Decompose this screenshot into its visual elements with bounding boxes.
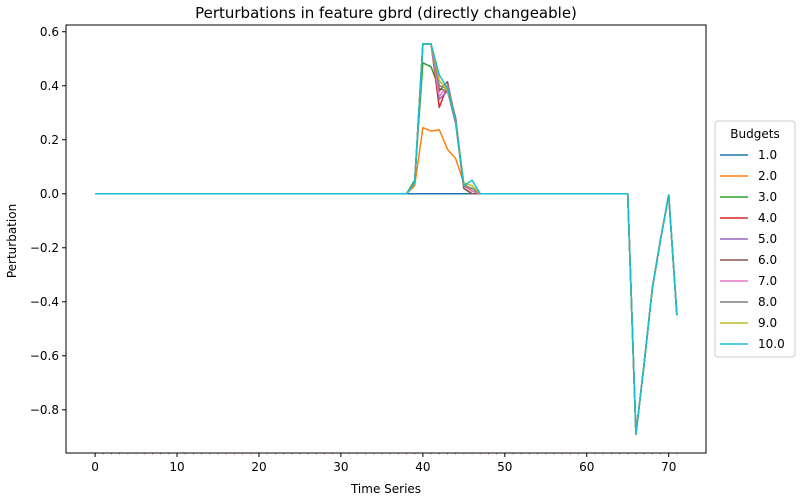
legend-title: Budgets: [730, 127, 779, 141]
x-tick-label: 70: [661, 460, 676, 474]
y-tick-label: −0.4: [30, 295, 59, 309]
series-layer: [95, 43, 678, 435]
x-tick-label: 50: [497, 460, 512, 474]
plot-frame: [65, 24, 707, 454]
x-tick-label: 60: [579, 460, 594, 474]
y-tick-label: 0.6: [40, 25, 59, 39]
legend-label: 6.0: [758, 253, 777, 267]
legend-label: 3.0: [758, 190, 777, 204]
x-tick-label: 30: [333, 460, 348, 474]
legend-label: 9.0: [758, 316, 777, 330]
y-tick-label: −0.6: [30, 349, 59, 363]
x-tick-label: 20: [251, 460, 266, 474]
chart-title: Perturbations in feature gbrd (directly …: [195, 4, 577, 22]
series-line-10.0: [95, 43, 678, 435]
legend-label: 7.0: [758, 274, 777, 288]
legend-box: [714, 120, 796, 358]
legend-label: 1.0: [758, 148, 777, 162]
legend-label: 10.0: [758, 337, 785, 351]
legend-label: 4.0: [758, 211, 777, 225]
legend-label: 8.0: [758, 295, 777, 309]
legend: Budgets 1.0 2.0 3.0 4.0 5.0 6.0 7.0 8.0 9.0 10.0: [714, 120, 796, 358]
x-tick-label: 10: [169, 460, 184, 474]
y-axis-label: Perturbation: [5, 204, 19, 278]
x-tick-label: 0: [91, 460, 99, 474]
legend-label: 5.0: [758, 232, 777, 246]
x-tick-label: 40: [415, 460, 430, 474]
y-tick-label: −0.8: [30, 403, 59, 417]
y-tick-label: −0.2: [30, 241, 59, 255]
axis-layer: 0 10 20 30 40 50 60 70 −0.8 −0.6 −0.4 −0.2 0.0 0.2 0.4…: [30, 25, 678, 474]
y-tick-label: 0.0: [40, 187, 59, 201]
x-axis-label: Time Series: [350, 482, 421, 496]
y-tick-label: 0.4: [40, 79, 59, 93]
y-tick-label: 0.2: [40, 133, 59, 147]
legend-label: 2.0: [758, 169, 777, 183]
